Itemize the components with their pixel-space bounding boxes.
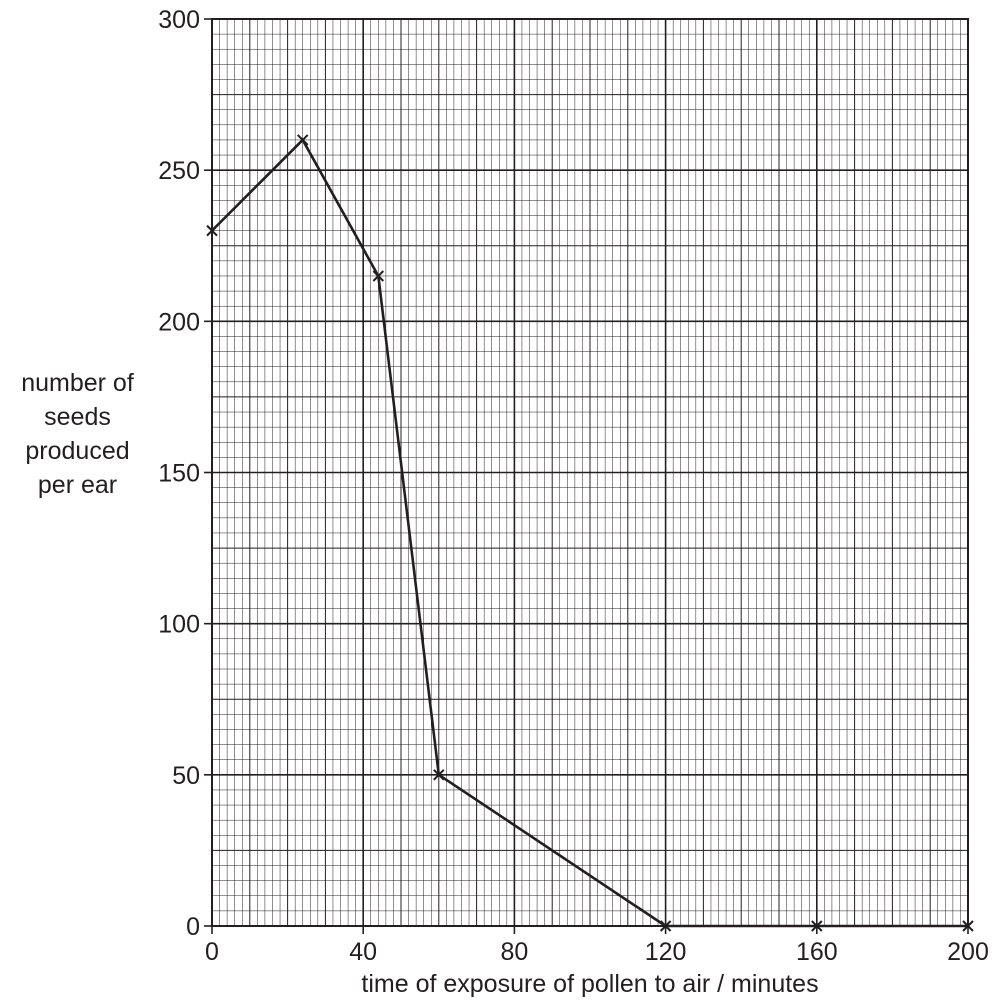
y-tick-label: 250: [158, 157, 200, 185]
data-point-marker: [659, 920, 672, 932]
data-series: [206, 134, 974, 932]
y-tick-label: 300: [158, 6, 200, 34]
x-axis-label: time of exposure of pollen to air / minu…: [361, 970, 818, 998]
marker-stroke: [372, 270, 385, 282]
y-axis-label-line: produced: [25, 437, 130, 465]
y-tick-label: 100: [158, 611, 200, 639]
marker-stroke: [962, 920, 974, 932]
y-tick-label: 50: [172, 762, 200, 790]
x-tick-label: 200: [947, 938, 989, 966]
y-axis-label-line: seeds: [44, 403, 111, 431]
x-tick-label: 160: [796, 938, 838, 966]
x-tick-label: 0: [205, 938, 219, 966]
data-point-marker: [297, 134, 309, 146]
marker-stroke: [297, 134, 309, 146]
x-tick-label: 40: [349, 938, 377, 966]
x-tick-label: 80: [500, 938, 528, 966]
y-axis-ticks: 0 50 100 150 200 250 300: [158, 6, 212, 941]
marker-stroke: [659, 920, 672, 932]
y-tick-label: 150: [158, 460, 200, 488]
data-point-marker: [206, 224, 218, 237]
marker-stroke: [433, 769, 445, 781]
data-point-marker: [962, 920, 974, 932]
y-tick-label: 200: [158, 308, 200, 336]
y-axis-label-line: number of: [21, 369, 134, 397]
data-point-marker: [372, 270, 385, 282]
data-point-marker: [811, 920, 823, 932]
x-tick-label: 120: [645, 938, 687, 966]
x-axis-ticks: 0 40 80 120 160 200: [205, 926, 989, 966]
data-point-marker: [433, 769, 445, 781]
marker-stroke: [811, 920, 823, 932]
marker-stroke: [206, 224, 218, 237]
y-tick-label: 0: [186, 913, 200, 941]
y-axis-label-line: per ear: [37, 471, 118, 499]
y-axis-label: number of seeds produced per ear: [0, 366, 155, 502]
